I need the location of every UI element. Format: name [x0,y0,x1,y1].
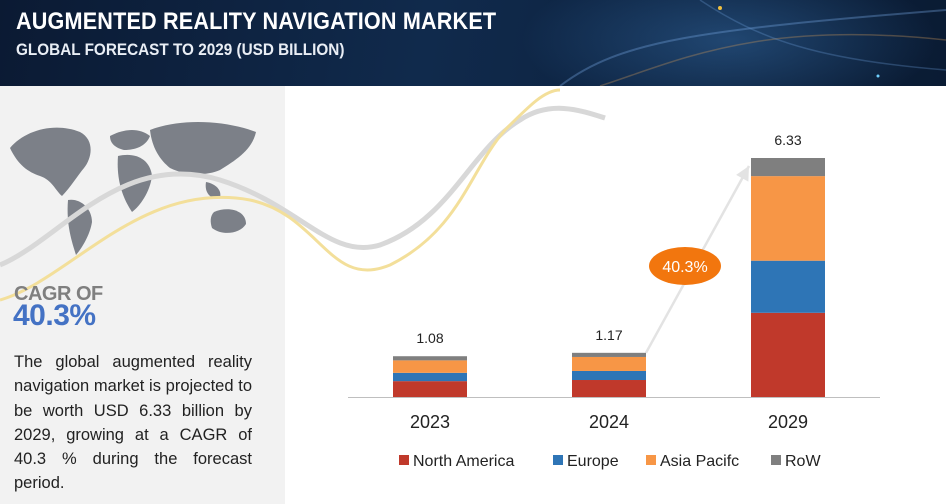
stacked-bars [393,158,825,397]
bar-2029-north-america [751,312,825,397]
decorative-swoosh-lines [0,88,606,302]
cagr-badge-label: 40.3% [662,259,707,276]
header-banner: AUGMENTED REALITY NAVIGATION MARKET GLOB… [0,0,946,86]
bar-2024-row [572,352,646,357]
market-description: The global augmented reality navigation … [14,353,252,493]
legend-swatch-asia-pacifc [646,455,656,465]
cagr-arrow-head [736,166,749,182]
bar-2023-north-america [393,381,467,397]
cagr-growth-arrow: 40.3% [644,165,751,354]
legend-swatch-europe [553,455,563,465]
legend-label-north-america: North America [413,453,514,470]
bar-2024-asia-pacifc [572,356,646,371]
legend-label-asia-pacifc: Asia Pacifc [660,453,739,470]
chart-labels: 1.08 2023 1.17 2024 6.33 2029 [348,132,880,432]
bar-2024-north-america [572,380,646,397]
bar-2023-asia-pacifc [393,360,467,373]
legend-label-europe: Europe [567,453,619,470]
bar-2023-row [393,356,467,361]
cagr-value: 40.3% [13,299,96,332]
bar-2029-asia-pacifc [751,176,825,261]
bar-total-label-2029: 6.33 [774,132,801,148]
cagr-badge [649,247,721,285]
bar-2029-row [751,158,825,177]
page-subtitle: GLOBAL FORECAST TO 2029 (USD BILLION) [16,40,345,59]
bar-total-label-2023: 1.08 [416,330,443,346]
legend-label-row: RoW [785,453,821,470]
bar-2029-europe [751,260,825,313]
category-label-2024: 2024 [589,412,629,432]
cagr-label: CAGR OF [14,283,103,305]
category-label-2023: 2023 [410,412,450,432]
chart-legend: North America Europe Asia Pacifc RoW [399,453,821,470]
bar-2023-europe [393,372,467,382]
page-title: AUGMENTED REALITY NAVIGATION MARKET [16,8,497,35]
category-label-2029: 2029 [768,412,808,432]
bar-total-label-2024: 1.17 [595,327,622,343]
header-light-trails [559,0,946,86]
header-background-glow [520,0,940,86]
bar-2024-europe [572,370,646,381]
legend-swatch-north-america [399,455,409,465]
legend-swatch-row [771,455,781,465]
